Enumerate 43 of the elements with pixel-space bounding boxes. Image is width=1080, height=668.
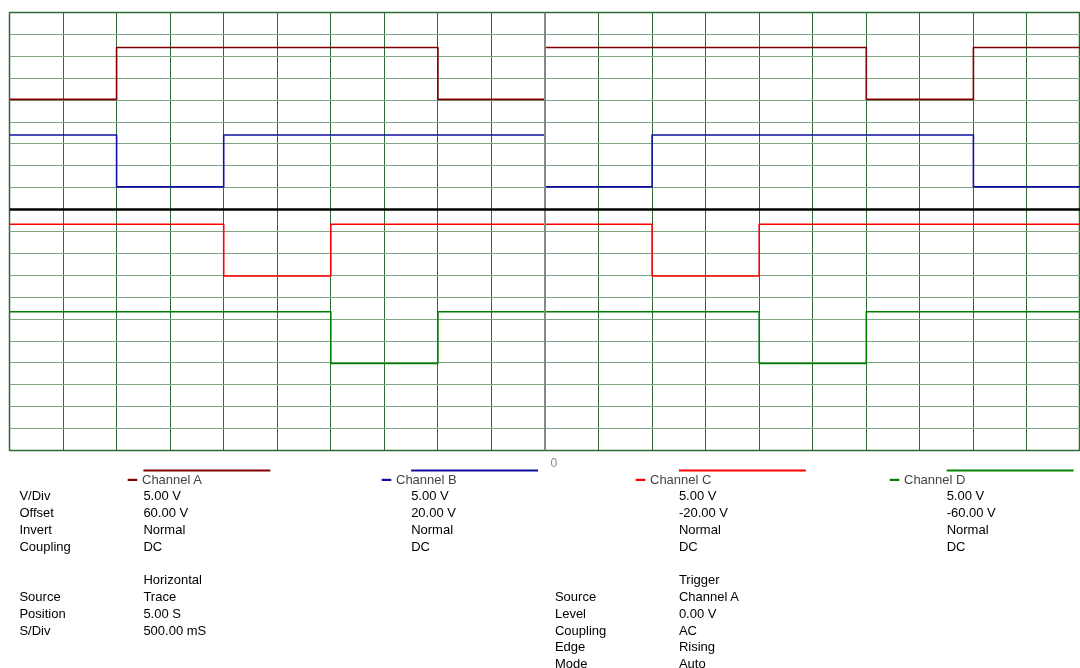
text: -60.00 V: [946, 505, 997, 520]
text: 20.00 V: [411, 505, 457, 520]
text: DC: [946, 539, 966, 554]
text: -20.00 V: [678, 505, 729, 520]
text: Coupling: [554, 623, 607, 638]
text: 0.00 V: [678, 606, 717, 621]
text: Level: [554, 606, 587, 621]
text: Channel A: [678, 589, 740, 604]
text: DC: [143, 539, 163, 554]
text: V/Div: [19, 488, 51, 503]
text: Coupling: [19, 539, 71, 554]
text: AC: [678, 623, 697, 638]
text: 5.00 S: [143, 606, 182, 621]
text: Normal: [946, 522, 989, 537]
text: Invert: [19, 522, 53, 537]
text: Position: [19, 606, 66, 621]
text: 500.00 mS: [143, 623, 207, 638]
text: DC: [678, 539, 698, 554]
text: Normal: [678, 522, 721, 537]
text: Trigger: [678, 572, 721, 587]
text: Auto: [678, 656, 706, 668]
text: 5.00 V: [946, 488, 985, 503]
legend-label: Channel D: [904, 471, 967, 487]
text: 0: [550, 456, 558, 470]
text: 5.00 V: [411, 488, 450, 503]
text: Edge: [554, 639, 586, 654]
text: 5.00 V: [143, 488, 182, 503]
text: Source: [554, 589, 597, 604]
legend-label: Channel A: [142, 471, 203, 487]
text: Mode: [554, 656, 588, 668]
text: S/Div: [19, 623, 51, 638]
text: Horizontal: [143, 572, 203, 587]
text: Source: [19, 589, 61, 604]
text: Offset: [19, 505, 55, 520]
text: 60.00 V: [143, 505, 189, 520]
legend-label: Channel C: [650, 471, 713, 487]
text: DC: [411, 539, 430, 554]
text: Normal: [143, 522, 186, 537]
text: Trace: [143, 589, 177, 604]
text: Rising: [678, 639, 715, 654]
text: 5.00 V: [678, 488, 717, 503]
legend-label: Channel B: [396, 471, 458, 487]
text: Normal: [411, 522, 454, 537]
